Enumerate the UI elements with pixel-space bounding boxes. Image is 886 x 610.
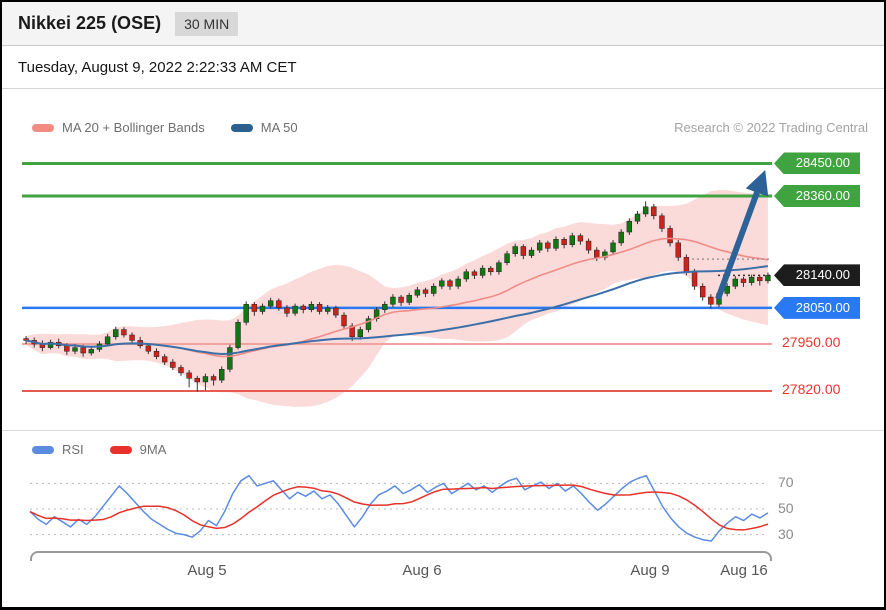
rsi-legend: RSI 9MA xyxy=(32,442,166,457)
timestamp-row: Tuesday, August 9, 2022 2:22:33 AM CET xyxy=(2,47,884,89)
price-label-pivot-28050: 28050.00 xyxy=(774,296,860,319)
price-label-support-27820: 27820.00 xyxy=(782,380,841,397)
timestamp: Tuesday, August 9, 2022 2:22:33 AM CET xyxy=(18,59,297,76)
legend-item-9ma: 9MA xyxy=(109,442,167,457)
legend-item-ma50: MA 50 xyxy=(230,120,298,135)
price-label-support-27950: 27950.00 xyxy=(782,334,841,350)
interval-badge: 30 MIN xyxy=(175,11,239,36)
time-axis-label-aug16: Aug 16 xyxy=(720,562,768,579)
panel-divider xyxy=(2,430,884,431)
price-label-resistance-28450: 28450.00 xyxy=(774,152,860,175)
ma50-swatch-icon xyxy=(230,123,253,132)
legend-item-ma20-bollinger: MA 20 + Bollinger Bands xyxy=(32,120,205,135)
price-label-last-28140: 28140.00 xyxy=(774,264,860,287)
rsi-indicator-chart xyxy=(29,474,769,542)
time-axis xyxy=(30,551,772,561)
rsi-tick-70: 70 xyxy=(778,474,794,491)
legend-item-rsi: RSI xyxy=(32,442,84,457)
legend-label-rsi: RSI xyxy=(62,442,84,457)
legend-label-ma50: MA 50 xyxy=(260,120,298,135)
rsi-swatch-icon xyxy=(32,445,54,454)
rsi-tick-30: 30 xyxy=(778,525,794,542)
time-axis-label-aug5: Aug 5 xyxy=(187,562,227,579)
time-axis-label-aug6: Aug 6 xyxy=(402,562,442,579)
rsi-tick-50: 50 xyxy=(778,500,794,516)
nine-ma-swatch-icon xyxy=(109,445,132,454)
price-candlestick-chart xyxy=(22,161,772,407)
legend-label-9ma: 9MA xyxy=(139,442,167,457)
main-legend: MA 20 + Bollinger Bands MA 50 xyxy=(32,120,298,135)
instrument-title: Nikkei 225 (OSE) xyxy=(18,13,162,33)
main-legend-row: MA 20 + Bollinger Bands MA 50 Research ©… xyxy=(32,120,868,135)
ma20-bollinger-swatch-icon xyxy=(32,123,54,132)
time-axis-label-aug9: Aug 9 xyxy=(630,562,670,579)
legend-label-ma20-bollinger: MA 20 + Bollinger Bands xyxy=(62,120,205,135)
research-attribution: Research © 2022 Trading Central xyxy=(674,120,868,135)
header-bar: Nikkei 225 (OSE) 30 MIN xyxy=(2,2,884,46)
price-label-resistance-28360: 28360.00 xyxy=(774,184,860,207)
